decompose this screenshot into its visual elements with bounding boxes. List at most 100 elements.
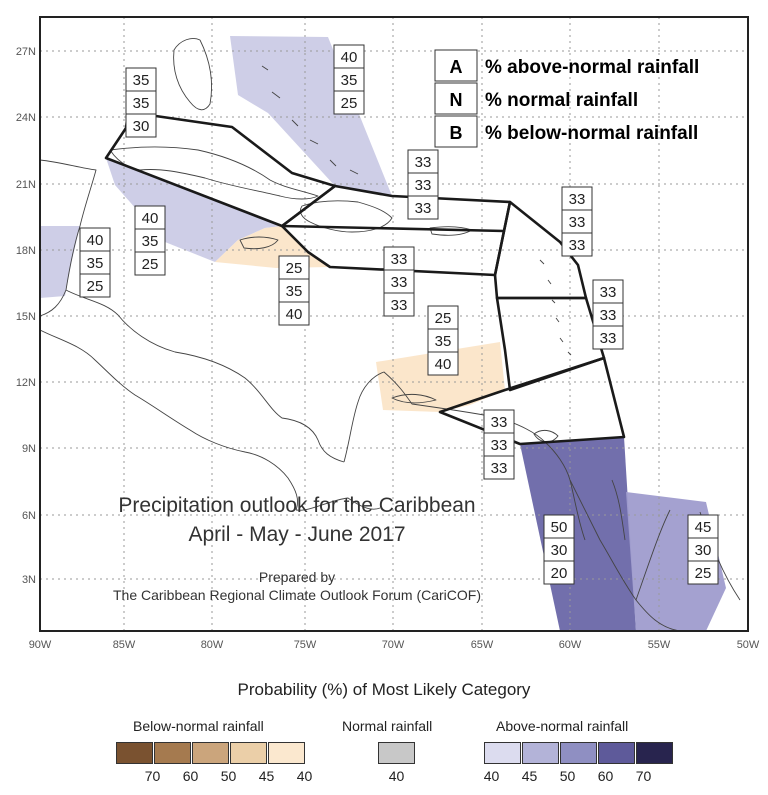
prob-box-jamaica: 25 35 40 xyxy=(278,255,310,326)
below-normal-label: 70 xyxy=(144,768,161,784)
key-letter: B xyxy=(450,123,463,143)
above-value: 25 xyxy=(286,260,303,277)
below-normal-label: 50 xyxy=(220,768,237,784)
below-normal-label: 45 xyxy=(258,768,275,784)
below-normal-swatch xyxy=(268,742,305,764)
lon-tick-label: 65W xyxy=(471,639,494,651)
above-normal-label: 40 xyxy=(483,768,500,784)
above-value: 33 xyxy=(491,414,508,431)
above-value: 40 xyxy=(142,210,159,227)
prob-box-cuba: 35 35 30 xyxy=(125,67,157,138)
caribbean-map: 27N 24N 21N 18N 15N 12N 9N 6N 3N 90W 85W 80W 75W 70W… xyxy=(16,16,760,651)
key-row: B % below-normal rainfall xyxy=(434,115,698,148)
below-value: 25 xyxy=(87,278,104,295)
below-normal-swatch xyxy=(116,742,153,764)
normal-value: 30 xyxy=(551,542,568,559)
probability-labels: 4035253535304035254035252535403333333333… xyxy=(79,44,719,585)
below-value: 40 xyxy=(286,306,303,323)
normal-value: 30 xyxy=(695,542,712,559)
prob-box-guyana: 50 30 20 xyxy=(543,514,575,585)
normal-value: 35 xyxy=(341,72,358,89)
below-value: 25 xyxy=(341,95,358,112)
normal-value: 35 xyxy=(133,95,150,112)
above-value: 40 xyxy=(87,232,104,249)
prob-box-cayman-western-caribbean: 40 35 25 xyxy=(134,205,166,276)
above-normal-label: 50 xyxy=(559,768,576,784)
key-letter: A xyxy=(450,57,463,77)
lon-tick-label: 55W xyxy=(648,639,671,651)
normal-value: 35 xyxy=(435,333,452,350)
below-normal-swatch xyxy=(154,742,191,764)
lon-tick-label: 50W xyxy=(737,639,760,651)
prob-box-hispaniola-puerto-rico: 33 33 33 xyxy=(383,246,415,317)
lon-tick-label: 80W xyxy=(201,639,224,651)
scale-title: Probability (%) of Most Likely Category xyxy=(237,680,531,699)
lon-tick-label: 60W xyxy=(559,639,582,651)
above-value: 35 xyxy=(133,72,150,89)
normal-value: 35 xyxy=(142,233,159,250)
above-normal-label: 45 xyxy=(521,768,538,784)
above-normal-title: Above-normal rainfall xyxy=(496,718,629,734)
below-value: 25 xyxy=(695,565,712,582)
lat-tick-label: 18N xyxy=(16,245,36,257)
normal-value: 33 xyxy=(569,214,586,231)
key-description: % below-normal rainfall xyxy=(485,123,698,144)
lat-tick-label: 9N xyxy=(22,443,36,455)
above-value: 33 xyxy=(569,191,586,208)
above-normal-label: 60 xyxy=(597,768,614,784)
below-value: 30 xyxy=(133,118,150,135)
below-value: 20 xyxy=(551,565,568,582)
above-normal-swatch xyxy=(484,742,521,764)
prob-box-abc-islands: 25 35 40 xyxy=(427,305,459,376)
prob-box-trinidad-tobago: 33 33 33 xyxy=(483,409,515,480)
key-letter: N xyxy=(450,90,463,110)
below-value: 33 xyxy=(491,460,508,477)
shade-bahamas xyxy=(230,36,392,196)
below-value: 33 xyxy=(391,297,408,314)
lat-tick-label: 6N xyxy=(22,510,36,522)
graticule xyxy=(40,17,748,631)
lat-tick-label: 3N xyxy=(22,574,36,586)
above-normal-swatch xyxy=(522,742,559,764)
shade-belize xyxy=(40,226,80,298)
above-value: 33 xyxy=(600,284,617,301)
probability-scale: Probability (%) of Most Likely Category … xyxy=(0,670,768,795)
below-normal-swatch xyxy=(192,742,229,764)
lon-tick-label: 75W xyxy=(294,639,317,651)
shade-guyana xyxy=(520,437,636,631)
lon-tick-label: 85W xyxy=(113,639,136,651)
lat-tick-label: 21N xyxy=(16,179,36,191)
normal-value: 35 xyxy=(87,255,104,272)
lat-tick-label: 24N xyxy=(16,112,36,124)
lon-tick-label: 90W xyxy=(29,639,52,651)
normal-title: Normal rainfall xyxy=(342,718,433,734)
above-value: 40 xyxy=(341,49,358,66)
key-row: N % normal rainfall xyxy=(434,82,638,115)
below-value: 33 xyxy=(569,237,586,254)
below-normal-label: 60 xyxy=(182,768,199,784)
above-value: 25 xyxy=(435,310,452,327)
prob-box-belize: 40 35 25 xyxy=(79,227,111,298)
map-title-line2: April - May - June 2017 xyxy=(188,523,405,546)
above-value: 50 xyxy=(551,519,568,536)
below-value: 33 xyxy=(600,330,617,347)
prob-box-suriname-french-guiana: 45 30 25 xyxy=(687,514,719,585)
below-normal-title: Below-normal rainfall xyxy=(133,718,264,734)
normal-value: 35 xyxy=(286,283,303,300)
below-value: 25 xyxy=(142,256,159,273)
above-normal-label: 70 xyxy=(635,768,652,784)
above-normal-swatch xyxy=(636,742,673,764)
longitude-axis: 90W 85W 80W 75W 70W 65W 60W 55W 50W xyxy=(29,639,760,651)
organization-text: The Caribbean Regional Climate Outlook F… xyxy=(113,587,481,603)
lat-tick-label: 12N xyxy=(16,377,36,389)
prob-box-bahamas: 40 35 25 xyxy=(333,44,365,115)
normal-value: 33 xyxy=(491,437,508,454)
normal-value: 33 xyxy=(600,307,617,324)
prob-box-turks-caicos-hispaniola-north: 33 33 33 xyxy=(407,149,439,220)
below-normal-swatch xyxy=(230,742,267,764)
below-normal-label: 40 xyxy=(296,768,313,784)
below-value: 40 xyxy=(435,356,452,373)
prepared-by-text: Prepared by xyxy=(259,569,335,585)
key-description: % above-normal rainfall xyxy=(485,57,699,78)
above-value: 45 xyxy=(695,519,712,536)
